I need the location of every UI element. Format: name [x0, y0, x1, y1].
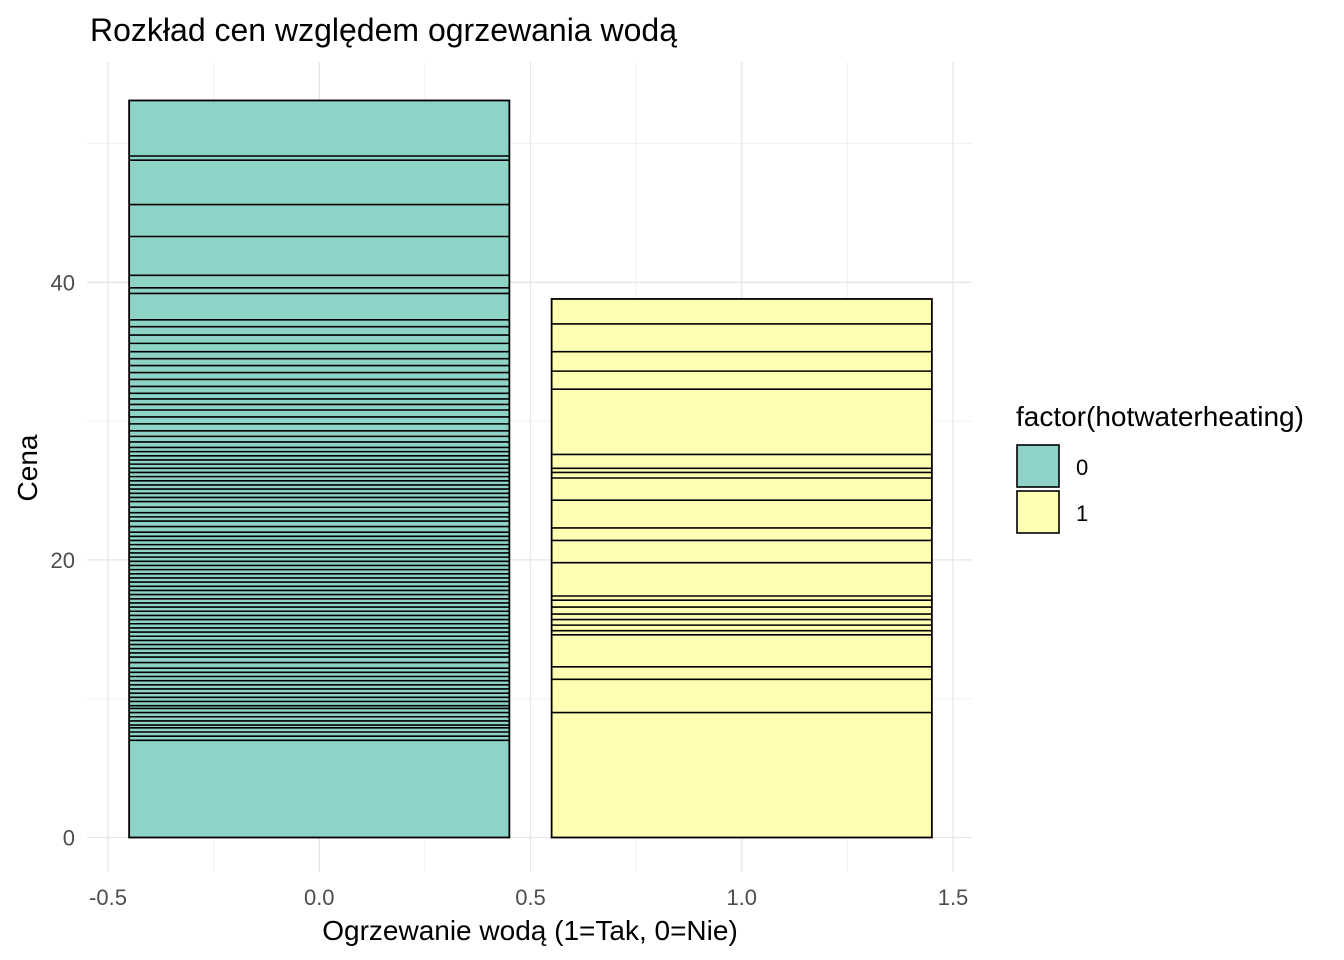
x-tick-label: 0.0 — [304, 885, 335, 910]
x-tick-label: 1.0 — [726, 885, 757, 910]
y-tick-label: 20 — [51, 548, 75, 573]
legend-label: 0 — [1076, 455, 1088, 480]
bar-0 — [128, 99, 511, 839]
bar-1 — [550, 298, 933, 839]
legend: factor(hotwaterheating) 0 1 — [1016, 401, 1304, 534]
y-axis-label: Cena — [12, 434, 43, 501]
legend-title: factor(hotwaterheating) — [1016, 401, 1304, 432]
x-tick-label: 0.5 — [515, 885, 546, 910]
x-axis-label: Ogrzewanie wodą (1=Tak, 0=Nie) — [322, 915, 738, 946]
x-tick-label: 1.5 — [938, 885, 969, 910]
bars — [128, 99, 933, 839]
y-tick-label: 40 — [51, 270, 75, 295]
legend-item-0: 0 — [1016, 444, 1088, 488]
x-axis-ticks: -0.5 0.0 0.5 1.0 1.5 — [89, 885, 968, 910]
legend-swatch — [1016, 490, 1060, 534]
y-axis-ticks: 0 20 40 — [51, 270, 75, 850]
bar-outline — [128, 99, 511, 839]
legend-item-1: 1 — [1016, 490, 1088, 534]
legend-label: 1 — [1076, 501, 1088, 526]
legend-swatch — [1016, 444, 1060, 488]
x-tick-label: -0.5 — [89, 885, 127, 910]
bar-outline — [550, 298, 933, 839]
y-tick-label: 0 — [63, 826, 75, 851]
chart-title: Rozkład cen względem ogrzewania wodą — [90, 12, 677, 48]
bar-fill — [551, 298, 932, 838]
